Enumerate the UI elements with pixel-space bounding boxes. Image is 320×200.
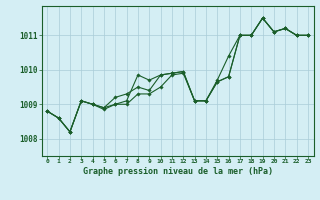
- X-axis label: Graphe pression niveau de la mer (hPa): Graphe pression niveau de la mer (hPa): [83, 167, 273, 176]
